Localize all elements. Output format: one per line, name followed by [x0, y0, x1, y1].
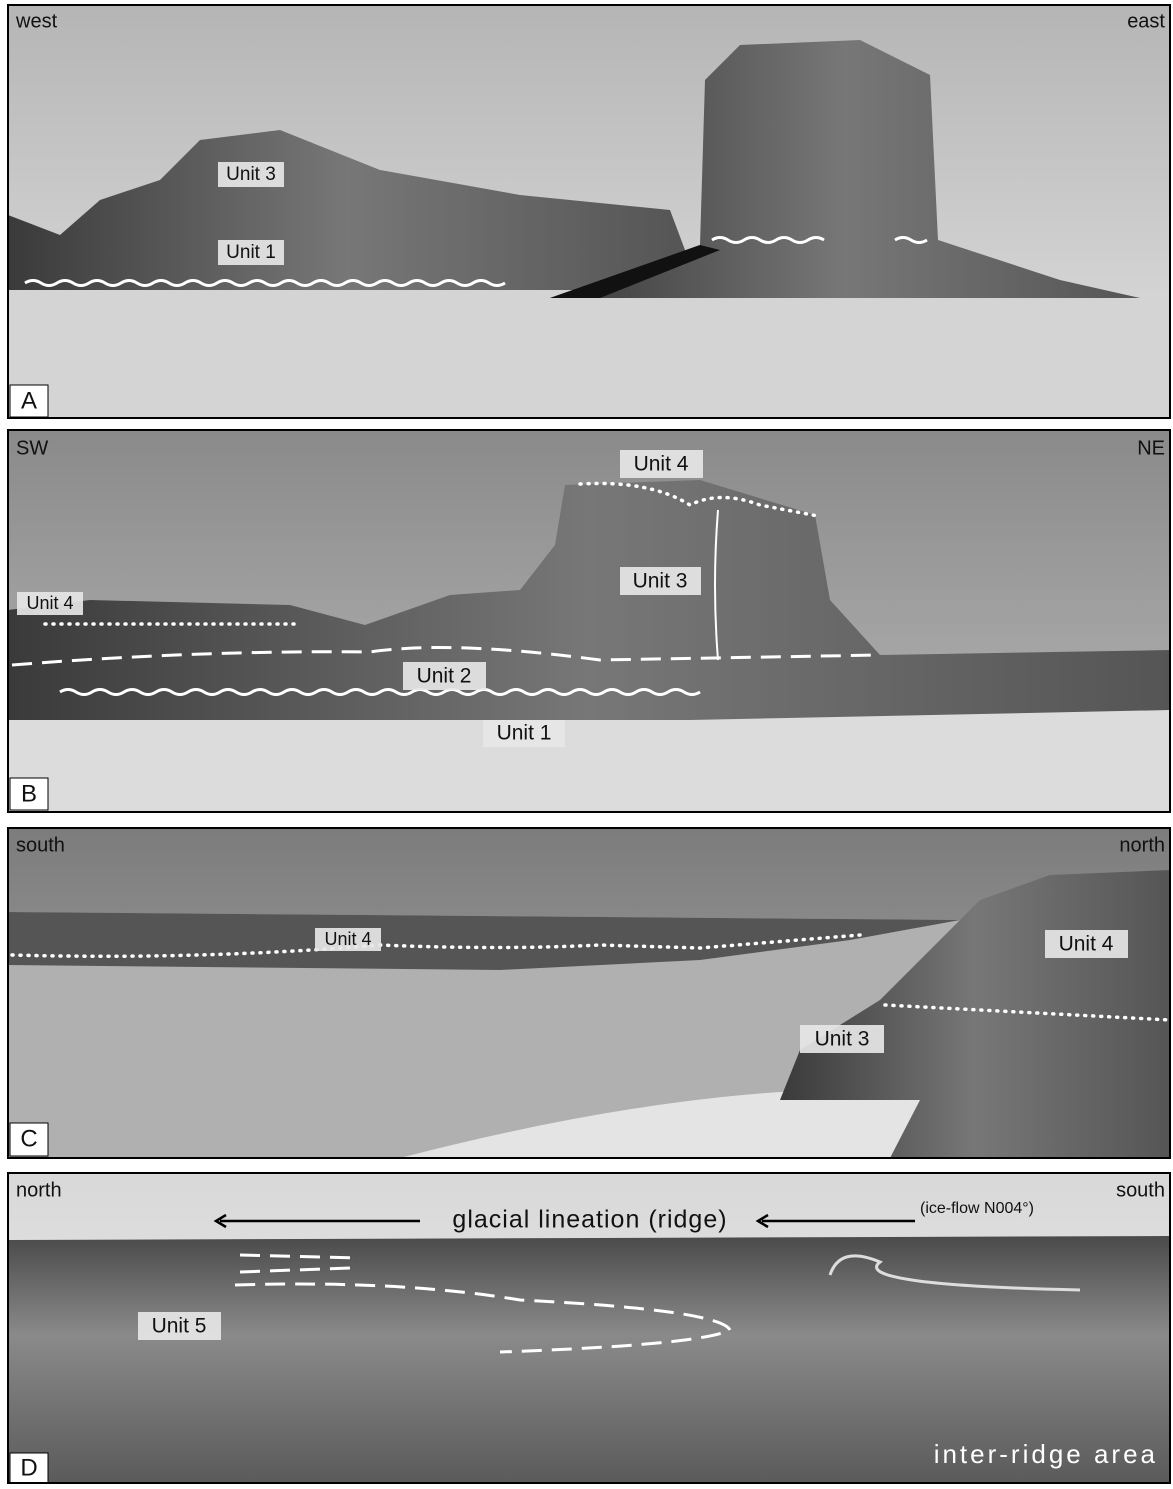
- orientation-label: SW: [16, 437, 48, 459]
- unit-label: Unit 4: [26, 593, 73, 613]
- panel-letter: C: [20, 1125, 37, 1152]
- figure: west east Unit 3 Unit 1 A SW NE Unit 4 U…: [0, 0, 1173, 1484]
- unit-label: Unit 5: [152, 1315, 207, 1338]
- panel-c: south north Unit 4 Unit 4 Unit 3 C: [8, 828, 1170, 1158]
- orientation-label: east: [1127, 10, 1165, 32]
- panel-letter: A: [21, 387, 37, 414]
- orientation-label: NE: [1137, 437, 1165, 459]
- unit-label: Unit 4: [324, 929, 371, 949]
- panel-letter: B: [21, 780, 37, 807]
- unit-label: Unit 2: [417, 665, 472, 688]
- area-label: inter-ridge area: [934, 1439, 1158, 1469]
- unit-label: Unit 1: [497, 722, 552, 745]
- ice-flow-label: (ice-flow N004°): [920, 1200, 1034, 1217]
- panel-d: north south glacial lineation (ridge) (i…: [8, 1173, 1170, 1484]
- unit-label: Unit 3: [815, 1028, 870, 1051]
- orientation-label: north: [16, 1179, 62, 1201]
- unit-label: Unit 4: [1059, 933, 1114, 956]
- orientation-label: north: [1119, 834, 1165, 856]
- panel-a: west east Unit 3 Unit 1 A: [8, 5, 1170, 418]
- ground: [8, 710, 1170, 812]
- orientation-label: south: [16, 834, 65, 856]
- unit-label: Unit 4: [634, 453, 689, 476]
- panel-letter: D: [20, 1454, 37, 1481]
- unit-label: Unit 3: [226, 164, 276, 185]
- panel-b: SW NE Unit 4 Unit 3 Unit 4 Unit 2 Unit 1…: [8, 430, 1170, 812]
- unit-label: Unit 3: [633, 570, 688, 593]
- ground: [8, 290, 1170, 418]
- orientation-label: south: [1116, 1179, 1165, 1201]
- arrow-label: glacial lineation (ridge): [452, 1206, 727, 1234]
- unit-label: Unit 1: [226, 242, 276, 263]
- orientation-label: west: [15, 10, 58, 32]
